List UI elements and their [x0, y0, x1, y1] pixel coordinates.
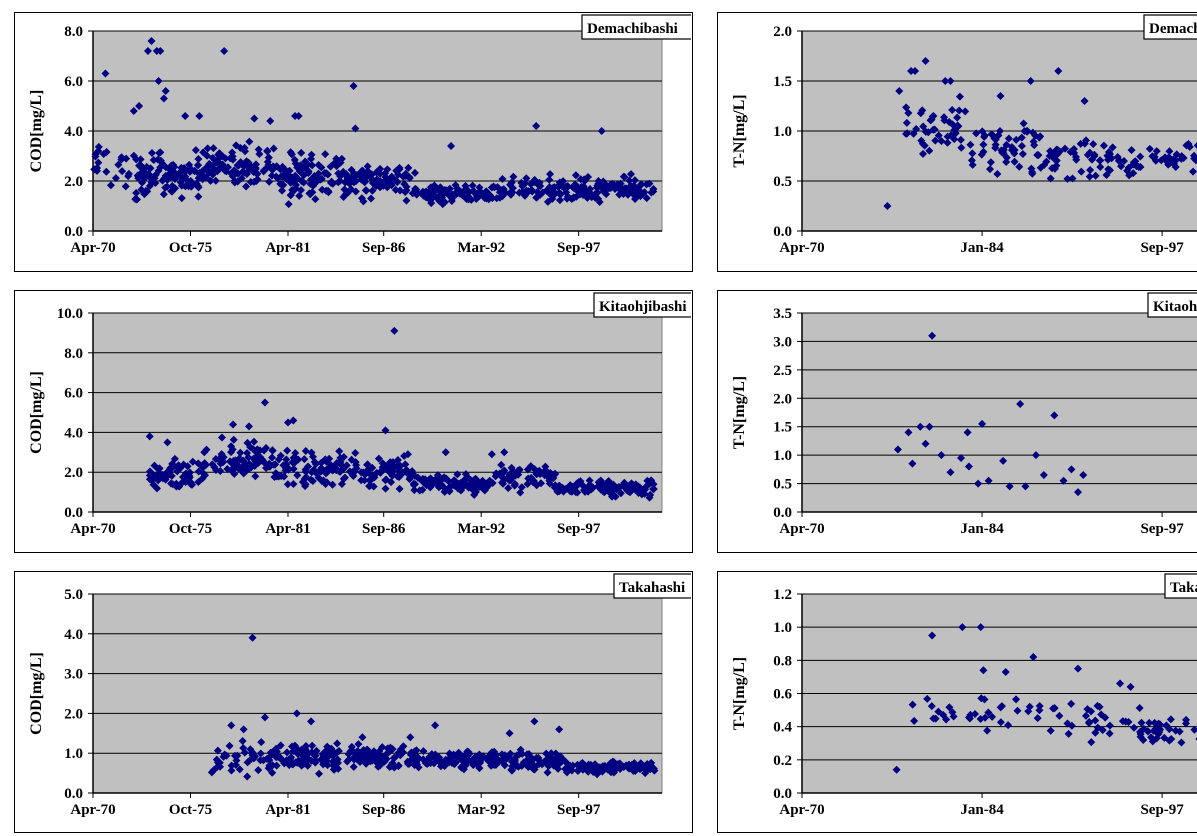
x-tick-label: Oct-75: [169, 802, 212, 818]
y-tick-label: 2.0: [64, 706, 83, 722]
x-tick-label: Apr-70: [70, 240, 115, 256]
y-tick-label: 0.5: [773, 174, 792, 190]
y-tick-label: 6.0: [64, 74, 83, 90]
y-tick-label: 0.6: [773, 687, 792, 703]
y-tick-label: 1.0: [773, 124, 792, 140]
y-tick-label: 0.8: [773, 653, 792, 669]
x-tick-label: Oct-75: [169, 240, 212, 256]
y-axis-label: T-N[mg/L]: [731, 657, 748, 730]
station-name: Takahashi: [1170, 580, 1197, 596]
x-tick-label: Apr-70: [779, 802, 824, 818]
y-tick-label: 0.0: [773, 505, 792, 521]
y-tick-label: 0.5: [773, 477, 792, 493]
x-tick-label: Sep-97: [557, 521, 601, 537]
x-tick-label: Sep-97: [1140, 802, 1184, 818]
y-axis-label: COD[mg/L]: [28, 371, 45, 454]
y-tick-label: 0.0: [64, 505, 83, 521]
x-tick-label: Apr-81: [265, 240, 310, 256]
x-tick-label: Apr-81: [265, 802, 310, 818]
y-tick-label: 2.0: [64, 465, 83, 481]
y-tick-label: 4.0: [64, 627, 83, 643]
tn-kitaohjibashi-chart: 0.0 0.5 1.0 1.5 2.0 2.5 3.0 3.5 Apr-70 Jan-84 Sep-…: [718, 291, 1197, 551]
station-name: Kitaohjibashi: [599, 299, 687, 315]
x-tick-label: Sep-97: [1140, 240, 1184, 256]
tn-demachibashi-panel: 0.0 0.5 1.0 1.5 2.0 Apr-70 Jan-84 Sep-97 T-N[mg/…: [717, 12, 1197, 272]
y-tick-label: 1.2: [773, 587, 792, 603]
y-tick-label: 2.0: [773, 24, 792, 40]
station-name: Demachibashi: [1149, 21, 1197, 37]
x-tick-label: Mar-92: [457, 521, 505, 537]
x-tick-label: Sep-97: [557, 802, 601, 818]
cod-takahashi-panel: 0.0 1.0 2.0 3.0 4.0 5.0 Apr-70 Oct-75 Apr-81 Sep-…: [14, 571, 693, 833]
y-axis-label: T-N[mg/L]: [731, 94, 748, 167]
y-tick-label: 1.5: [773, 420, 792, 436]
y-tick-label: 0.2: [773, 753, 792, 769]
y-tick-label: 6.0: [64, 386, 83, 402]
y-tick-label: 1.5: [773, 74, 792, 90]
y-tick-label: 5.0: [64, 587, 83, 603]
station-label: Demachibashi: [582, 15, 691, 39]
x-tick-label: Sep-86: [362, 521, 406, 537]
x-tick-label: Sep-97: [1140, 521, 1184, 537]
y-tick-label: 10.0: [57, 306, 83, 322]
y-tick-label: 0.0: [64, 786, 83, 802]
y-tick-label: 4.0: [64, 124, 83, 140]
y-tick-label: 8.0: [64, 346, 83, 362]
y-tick-label: 0.0: [773, 224, 792, 240]
x-tick-label: Sep-97: [557, 240, 601, 256]
tn-demachibashi-chart: 0.0 0.5 1.0 1.5 2.0 Apr-70 Jan-84 Sep-97 T-N[mg/…: [718, 13, 1197, 270]
y-tick-label: 1.0: [64, 746, 83, 762]
x-tick-label: Oct-75: [169, 521, 212, 537]
cod-kitaohjibashi-panel: 0.0 2.0 4.0 6.0 8.0 10.0 Apr-70 Oct-75 Apr-81 Sep…: [14, 290, 693, 553]
x-tick-label: Apr-70: [70, 521, 115, 537]
cod-kitaohjibashi-chart: 0.0 2.0 4.0 6.0 8.0 10.0 Apr-70 Oct-75 Apr-81 Sep…: [15, 291, 691, 551]
station-label: Kitaohjibashi: [1148, 293, 1197, 317]
x-tick-label: Apr-81: [265, 521, 310, 537]
station-label: Takahashi: [614, 574, 691, 598]
x-tick-label: Jan-84: [960, 521, 1004, 537]
y-axis-label: COD[mg/L]: [28, 90, 45, 173]
tn-kitaohjibashi-panel: 0.0 0.5 1.0 1.5 2.0 2.5 3.0 3.5 Apr-70 Jan-84 Sep-…: [717, 290, 1197, 553]
x-tick-label: Apr-70: [779, 521, 824, 537]
y-tick-label: 0.0: [773, 786, 792, 802]
station-name: Kitaohjibashi: [1153, 299, 1197, 315]
cod-demachibashi-panel: 0.0 2.0 4.0 6.0 8.0 Apr-70 Oct-75 Apr-81 Sep-86 M…: [14, 12, 693, 272]
y-tick-label: 2.0: [773, 391, 792, 407]
plot-area: [802, 313, 1197, 512]
y-tick-label: 1.0: [773, 620, 792, 636]
x-tick-label: Mar-92: [457, 240, 505, 256]
y-tick-label: 8.0: [64, 24, 83, 40]
station-label: Kitaohjibashi: [594, 293, 691, 317]
tn-takahashi-panel: 0.0 0.2 0.4 0.6 0.8 1.0 1.2 Apr-70 Jan-84 Sep-97 T…: [717, 571, 1197, 833]
y-tick-label: 3.5: [773, 306, 792, 322]
x-tick-label: Apr-70: [779, 240, 824, 256]
cod-takahashi-chart: 0.0 1.0 2.0 3.0 4.0 5.0 Apr-70 Oct-75 Apr-81 Sep-…: [15, 572, 691, 831]
station-label: Demachibashi: [1144, 15, 1197, 39]
station-name: Demachibashi: [587, 21, 678, 37]
y-tick-label: 3.0: [773, 334, 792, 350]
y-tick-label: 1.0: [773, 448, 792, 464]
cod-demachibashi-chart: 0.0 2.0 4.0 6.0 8.0 Apr-70 Oct-75 Apr-81 Sep-86 M…: [15, 13, 691, 270]
x-tick-label: Mar-92: [457, 802, 505, 818]
station-label: Takahashi: [1165, 574, 1197, 598]
x-tick-label: Jan-84: [960, 802, 1004, 818]
x-tick-label: Sep-86: [362, 240, 406, 256]
y-tick-label: 0.0: [64, 224, 83, 240]
x-tick-label: Jan-84: [960, 240, 1004, 256]
y-tick-label: 2.5: [773, 363, 792, 379]
x-tick-label: Apr-70: [70, 802, 115, 818]
x-tick-label: Sep-86: [362, 802, 406, 818]
y-tick-label: 4.0: [64, 425, 83, 441]
tn-takahashi-chart: 0.0 0.2 0.4 0.6 0.8 1.0 1.2 Apr-70 Jan-84 Sep-97 T…: [718, 572, 1197, 831]
y-axis-label: T-N[mg/L]: [731, 376, 748, 449]
y-tick-label: 3.0: [64, 667, 83, 683]
y-tick-label: 0.4: [773, 720, 792, 736]
station-name: Takahashi: [619, 580, 685, 596]
y-axis-label: COD[mg/L]: [28, 652, 45, 735]
y-tick-label: 2.0: [64, 174, 83, 190]
